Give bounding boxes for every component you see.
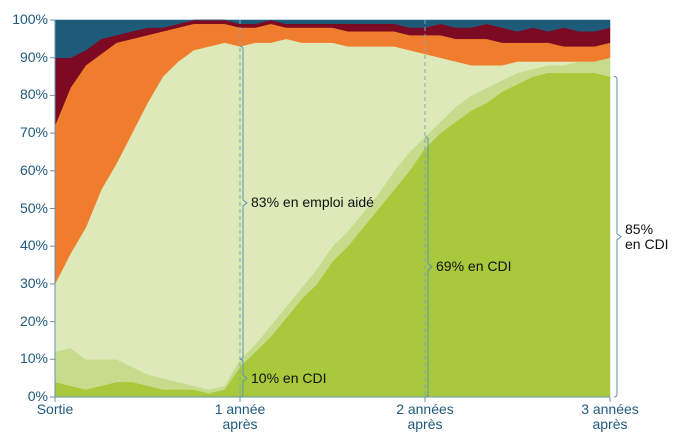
area (54, 19, 611, 58)
x-tick-label: Sortie (36, 401, 74, 417)
y-tick-label: 30% (19, 274, 48, 291)
annotation: 10% en CDI (251, 369, 327, 386)
bracket (424, 136, 433, 398)
y-tick-label: 10% (19, 350, 48, 367)
bracket (239, 45, 248, 360)
bracket (613, 76, 622, 398)
annotation: 69% en CDI (436, 258, 512, 275)
annotation: 85% en CDI (625, 220, 669, 252)
y-tick-label: 40% (19, 237, 48, 254)
x-tick-label: 1 année après (214, 401, 266, 432)
y-tick-label: 100% (12, 11, 48, 27)
y-tick-label: 80% (19, 86, 48, 103)
y-tick-label: 70% (19, 124, 48, 141)
annotation: 83% en emploi aidé (251, 194, 374, 211)
bracket (239, 358, 248, 398)
y-tick-label: 50% (19, 199, 48, 216)
y-tick-label: 20% (19, 312, 48, 329)
y-tick-label: 60% (19, 161, 48, 178)
y-tick-label: 90% (19, 48, 48, 65)
y-tick-label: 0% (27, 388, 48, 404)
x-tick-label: 2 années après (396, 401, 454, 432)
x-tick-label: 3 années après (581, 401, 639, 432)
